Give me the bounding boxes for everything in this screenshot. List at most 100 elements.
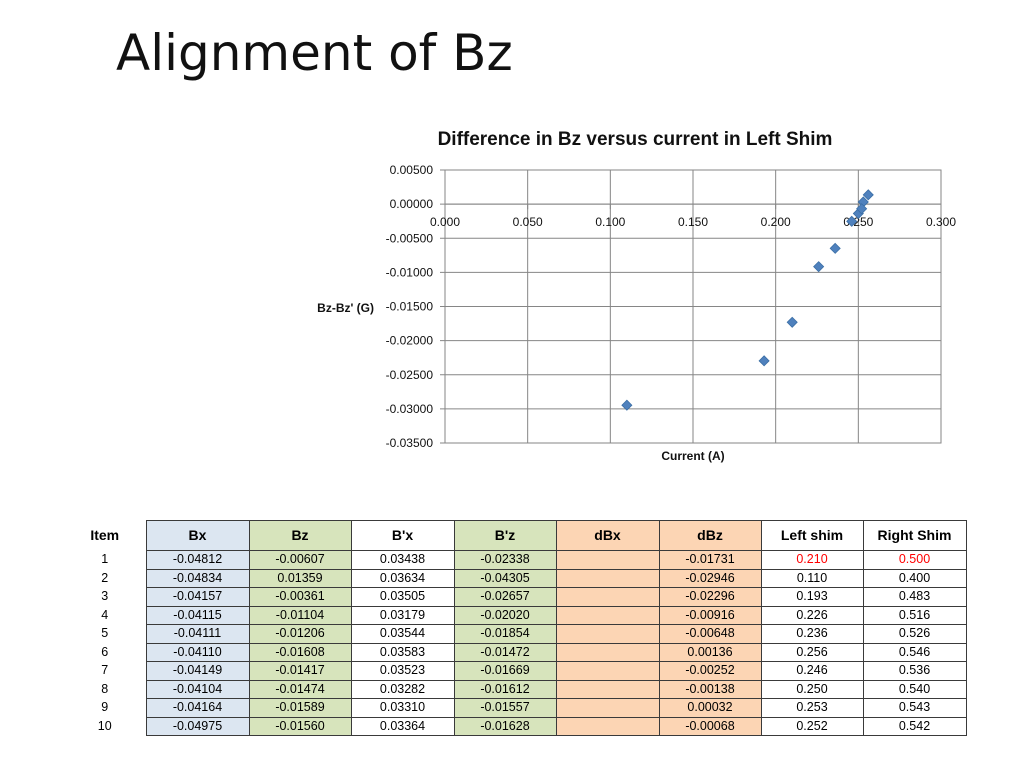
cell-dbz: -0.01731 <box>658 550 762 570</box>
cell-b-prime-z: -0.01854 <box>453 624 557 644</box>
cell-bx: -0.04164 <box>145 698 250 718</box>
cell-bx: -0.04812 <box>145 550 250 570</box>
y-tick-label: -0.01500 <box>386 300 434 314</box>
cell-left-shim: 0.250 <box>760 679 864 699</box>
cell-dbz: -0.00068 <box>658 716 762 736</box>
cell-bx: -0.04834 <box>145 568 250 588</box>
cell-left-shim: 0.226 <box>760 605 864 625</box>
cell-item: 10 <box>97 718 112 733</box>
cell-right-shim: 0.400 <box>862 568 967 588</box>
cell-item: 7 <box>101 663 109 678</box>
cell-dbz: -0.00648 <box>658 624 762 644</box>
cell-bz: -0.00607 <box>248 550 352 570</box>
cell-dbz: 0.00032 <box>658 698 762 718</box>
data-point <box>829 242 841 254</box>
cell-b-prime-x: 0.03505 <box>350 587 455 607</box>
cell-right-shim: 0.483 <box>862 587 967 607</box>
x-tick-label: 0.200 <box>761 215 791 229</box>
cell-bz: -0.01474 <box>248 679 352 699</box>
x-tick-label: 0.100 <box>595 215 625 229</box>
data-point <box>846 215 858 227</box>
cell-item: 6 <box>101 644 109 659</box>
cell-b-prime-x: 0.03310 <box>350 698 455 718</box>
cell-left-shim: 0.210 <box>760 550 864 570</box>
cell-bx: -0.04975 <box>145 716 250 736</box>
data-point <box>862 189 874 201</box>
data-point <box>813 261 825 273</box>
cell-bz: -0.01589 <box>248 698 352 718</box>
cell-bz: -0.00361 <box>248 587 352 607</box>
x-tick-labels: 0.000 0.050 0.100 0.150 0.200 0.250 0.300 <box>430 215 956 229</box>
x-tick-label: 0.000 <box>430 215 460 229</box>
table-row: 5 -0.04111 -0.01206 0.03544 -0.01854 -0.00648… <box>64 624 967 644</box>
data-point <box>856 203 868 215</box>
cell-left-shim: 0.193 <box>760 587 864 607</box>
axes <box>440 169 942 444</box>
cell-bx: -0.04115 <box>145 605 250 625</box>
y-axis-title: Bz-Bz' (G) <box>317 301 374 315</box>
column-header-right-shim: Right Shim <box>862 520 967 551</box>
cell-dbx <box>555 568 660 588</box>
cell-left-shim: 0.253 <box>760 698 864 718</box>
cell-b-prime-z: -0.01669 <box>453 661 557 681</box>
x-axis-title: Current (A) <box>661 449 724 463</box>
y-tick-label: 0.00500 <box>390 163 434 177</box>
cell-right-shim: 0.540 <box>862 679 967 699</box>
cell-b-prime-z: -0.02338 <box>453 550 557 570</box>
table-row: 10 -0.04975 -0.01560 0.03364 -0.01628 -0.0006… <box>64 716 967 736</box>
cell-dbx <box>555 605 660 625</box>
cell-item: 1 <box>101 552 109 567</box>
cell-dbx <box>555 679 660 699</box>
cell-item: 3 <box>101 589 109 604</box>
cell-item: 8 <box>101 681 109 696</box>
cell-bx: -0.04149 <box>145 661 250 681</box>
cell-dbz: -0.02296 <box>658 587 762 607</box>
cell-dbx <box>555 550 660 570</box>
cell-bz: -0.01417 <box>248 661 352 681</box>
cell-left-shim: 0.110 <box>760 568 864 588</box>
cell-right-shim: 0.536 <box>862 661 967 681</box>
column-header-b-prime-x: B'x <box>350 520 455 551</box>
data-table: Item Bx Bz B'x B'z dBx dBz Left shim Right Shim … <box>64 520 967 736</box>
y-tick-label: -0.02000 <box>386 334 434 348</box>
cell-dbx <box>555 642 660 662</box>
column-header-dbz: dBz <box>658 520 762 551</box>
scatter-chart: Difference in Bz versus current in Left … <box>317 129 956 463</box>
cell-bx: -0.04110 <box>145 642 250 662</box>
cell-b-prime-z: -0.01612 <box>453 679 557 699</box>
data-point <box>621 399 633 411</box>
table-row: 7 -0.04149 -0.01417 0.03523 -0.01669 -0.00252… <box>64 661 967 681</box>
cell-dbx <box>555 698 660 718</box>
cell-left-shim: 0.252 <box>760 716 864 736</box>
y-tick-label: -0.02500 <box>386 368 434 382</box>
cell-bz: -0.01206 <box>248 624 352 644</box>
column-header-left-shim: Left shim <box>760 520 864 551</box>
cell-b-prime-x: 0.03583 <box>350 642 455 662</box>
cell-dbx <box>555 624 660 644</box>
cell-b-prime-z: -0.02020 <box>453 605 557 625</box>
cell-dbz: -0.00252 <box>658 661 762 681</box>
y-tick-label: -0.00500 <box>386 231 434 245</box>
y-tick-label: -0.03500 <box>386 436 434 450</box>
x-tick-label: 0.050 <box>513 215 543 229</box>
cell-right-shim: 0.546 <box>862 642 967 662</box>
cell-b-prime-x: 0.03179 <box>350 605 455 625</box>
table-row: 8 -0.04104 -0.01474 0.03282 -0.01612 -0.00138… <box>64 679 967 699</box>
y-tick-labels: 0.00500 0.00000 -0.00500 -0.01000 -0.01500 -0… <box>386 163 434 450</box>
cell-left-shim: 0.246 <box>760 661 864 681</box>
cell-bx: -0.04104 <box>145 679 250 699</box>
column-header-bx: Bx <box>145 520 250 551</box>
cell-item: 5 <box>101 626 109 641</box>
x-tick-label: 0.150 <box>678 215 708 229</box>
x-tick-label: 0.300 <box>926 215 956 229</box>
cell-item: 9 <box>101 700 109 715</box>
table-row: 1 -0.04812 -0.00607 0.03438 -0.02338 -0.01731… <box>64 550 967 570</box>
cell-dbx <box>555 716 660 736</box>
y-tick-label: -0.03000 <box>386 402 434 416</box>
cell-item: 2 <box>101 570 109 585</box>
cell-right-shim: 0.542 <box>862 716 967 736</box>
cell-bz: -0.01104 <box>248 605 352 625</box>
column-header-b-prime-z: B'z <box>453 520 557 551</box>
cell-b-prime-x: 0.03364 <box>350 716 455 736</box>
slide-title: Alignment of Bz <box>116 24 513 82</box>
